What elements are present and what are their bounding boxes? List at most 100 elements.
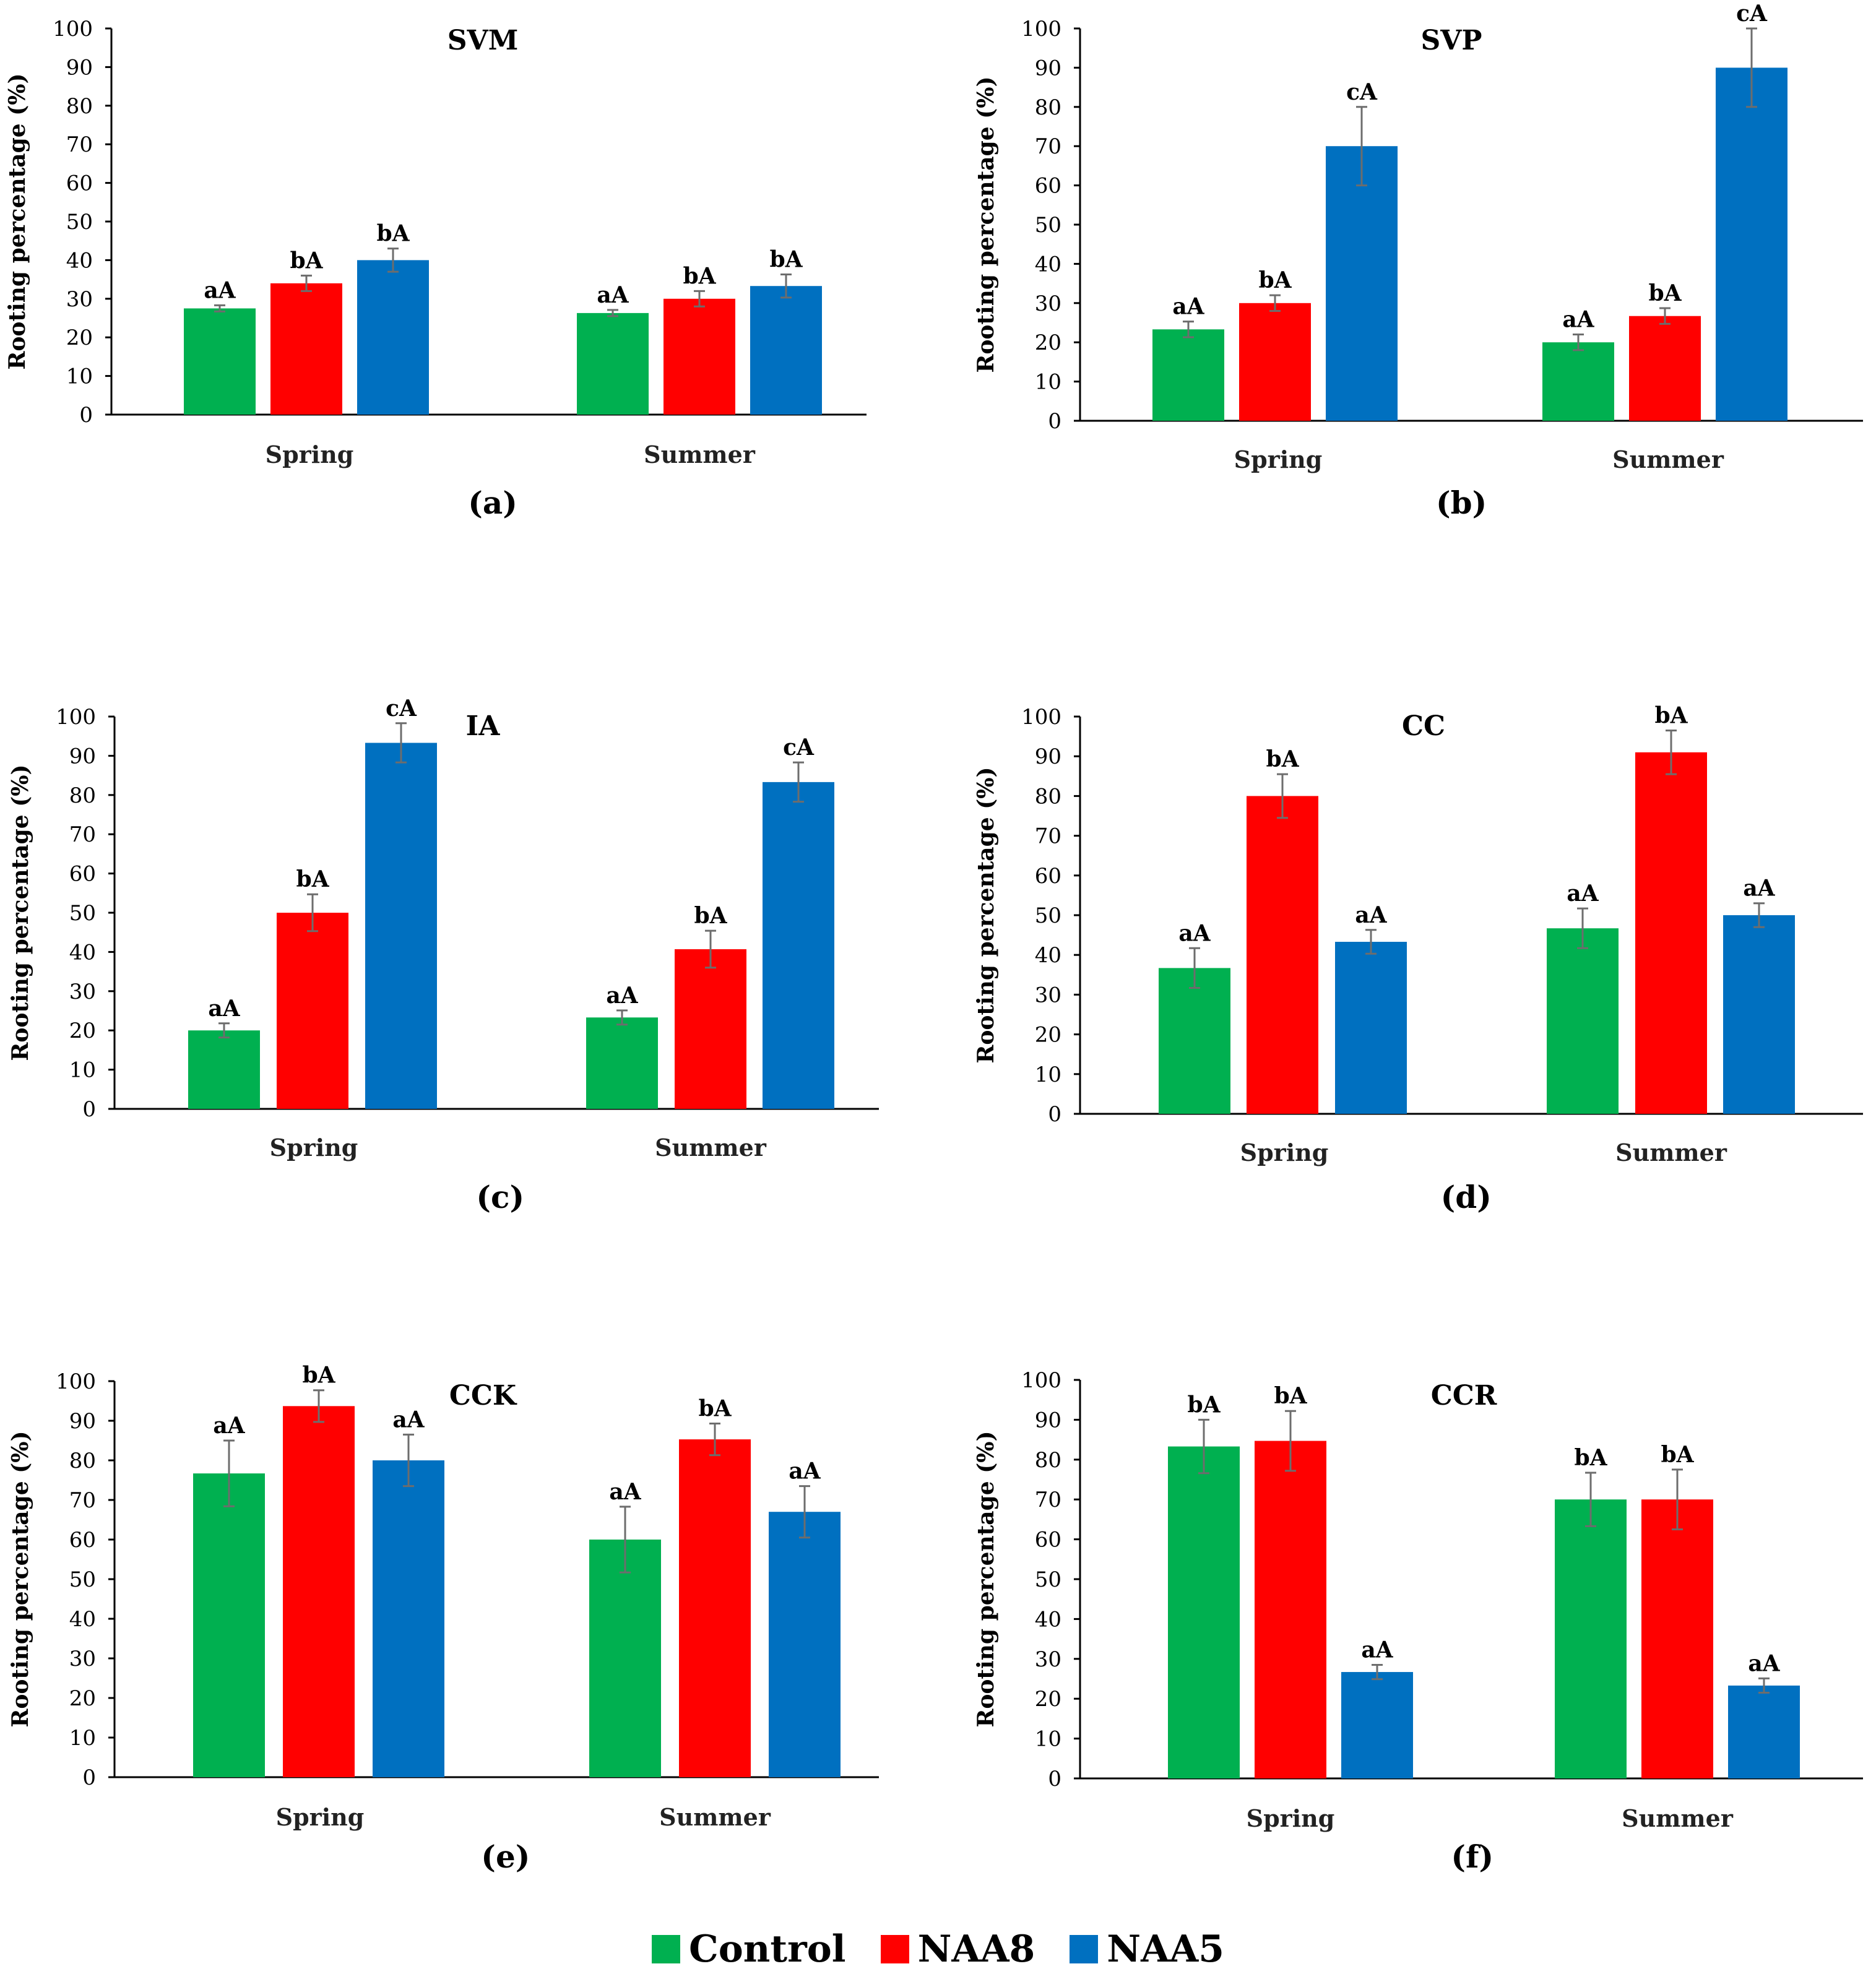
- significance-letter: bA: [1574, 1445, 1607, 1471]
- y-tick-label: 100: [53, 17, 93, 41]
- y-tick-label: 10: [69, 1726, 96, 1751]
- significance-letter: bA: [1648, 280, 1682, 306]
- y-tick-label: 70: [1035, 824, 1061, 849]
- significance-letter: aA: [392, 1407, 425, 1433]
- y-tick-label: 50: [69, 1567, 96, 1592]
- legend-swatch-naa5: [1070, 1935, 1099, 1963]
- y-tick-label: 10: [1035, 1727, 1061, 1752]
- y-tick-label: 30: [66, 287, 93, 312]
- x-tick-label: Spring: [270, 1134, 358, 1161]
- chart-title: CC: [1402, 710, 1445, 742]
- y-axis-title: Rooting percentage (%): [973, 76, 999, 373]
- significance-letter: aA: [1172, 294, 1204, 320]
- y-tick-label: 80: [1035, 95, 1061, 120]
- legend-swatch-naa8: [880, 1935, 909, 1963]
- y-tick-label: 40: [1035, 943, 1061, 968]
- bar-control-spring: [1159, 968, 1230, 1114]
- significance-letter: bA: [296, 866, 329, 892]
- bar-naa8-spring: [277, 913, 348, 1109]
- significance-letter: bA: [376, 221, 410, 247]
- significance-letter: cA: [783, 735, 815, 760]
- bar-naa8-spring: [1255, 1441, 1326, 1778]
- y-tick-label: 80: [69, 783, 96, 808]
- bar-naa5-summer: [1728, 1685, 1800, 1778]
- y-tick-label: 50: [66, 210, 93, 235]
- x-tick-label: Summer: [644, 441, 756, 468]
- significance-letter: aA: [1743, 876, 1775, 902]
- y-axis-title: Rooting percentage (%): [973, 767, 999, 1063]
- significance-letter: bA: [290, 248, 323, 274]
- bar-control-summer: [589, 1540, 661, 1777]
- y-tick-label: 20: [69, 1019, 96, 1043]
- y-tick-label: 80: [1035, 784, 1061, 809]
- chart-title: SVP: [1421, 25, 1482, 56]
- significance-letter: aA: [597, 282, 629, 308]
- y-tick-label: 90: [69, 744, 96, 769]
- y-tick-label: 50: [1035, 213, 1061, 238]
- significance-letter: aA: [1562, 307, 1594, 333]
- y-tick-label: 60: [1035, 174, 1061, 199]
- y-tick-label: 90: [1035, 744, 1061, 769]
- x-tick-label: Summer: [1615, 1139, 1727, 1166]
- y-axis-title: Rooting percentage (%): [7, 764, 33, 1061]
- bar-naa5-summer: [1716, 67, 1787, 421]
- chart-title: IA: [466, 710, 501, 742]
- y-tick-label: 0: [1048, 1767, 1061, 1791]
- y-tick-label: 80: [69, 1449, 96, 1473]
- y-tick-label: 100: [1021, 705, 1061, 730]
- y-tick-label: 90: [69, 1409, 96, 1434]
- bar-naa8-summer: [664, 298, 735, 415]
- bar-control-spring: [188, 1030, 260, 1109]
- significance-letter: bA: [694, 903, 727, 929]
- y-tick-label: 70: [69, 822, 96, 847]
- bar-naa5-summer: [769, 1512, 841, 1777]
- y-tick-label: 90: [1035, 1408, 1061, 1433]
- y-tick-label: 0: [79, 403, 93, 428]
- bar-control-summer: [577, 312, 649, 415]
- bar-naa5-spring: [373, 1460, 444, 1777]
- bar-naa5-spring: [1341, 1672, 1413, 1778]
- y-tick-label: 30: [1035, 291, 1061, 316]
- significance-letter: aA: [1361, 1637, 1393, 1663]
- legend-item-control: Control: [652, 1928, 846, 1971]
- bar-control-spring: [1152, 329, 1224, 421]
- bar-naa5-summer: [750, 286, 822, 415]
- y-tick-label: 0: [1048, 409, 1061, 434]
- y-tick-label: 40: [1035, 1607, 1061, 1632]
- bar-naa8-spring: [1239, 303, 1311, 421]
- y-tick-label: 10: [69, 1058, 96, 1083]
- y-tick-label: 20: [66, 325, 93, 350]
- y-tick-label: 30: [1035, 1647, 1061, 1672]
- legend-label-naa5: NAA5: [1107, 1928, 1224, 1971]
- y-axis-title: Rooting percentage (%): [973, 1431, 999, 1727]
- significance-letter: cA: [1346, 79, 1378, 105]
- bar-naa8-summer: [1641, 1499, 1713, 1778]
- bar-naa5-spring: [1335, 942, 1407, 1114]
- y-tick-label: 60: [66, 171, 93, 196]
- bar-naa8-summer: [675, 949, 746, 1109]
- y-tick-label: 30: [1035, 983, 1061, 1007]
- y-tick-label: 100: [1021, 1368, 1061, 1393]
- bar-naa5-summer: [763, 782, 834, 1109]
- significance-letter: aA: [1567, 881, 1599, 907]
- y-tick-label: 50: [1035, 1567, 1061, 1592]
- y-tick-label: 90: [1035, 56, 1061, 80]
- significance-letter: bA: [1187, 1392, 1221, 1418]
- x-tick-label: Spring: [276, 1803, 365, 1831]
- significance-letter: aA: [606, 983, 638, 1009]
- significance-letter: aA: [213, 1413, 245, 1439]
- y-tick-label: 40: [69, 1607, 96, 1632]
- x-tick-label: Summer: [655, 1134, 767, 1161]
- y-tick-label: 0: [82, 1097, 96, 1122]
- y-tick-label: 80: [66, 94, 93, 119]
- legend-label-control: Control: [689, 1928, 846, 1971]
- bar-naa5-summer: [1723, 915, 1795, 1114]
- panel-label: (a): [468, 485, 517, 521]
- y-tick-label: 40: [1035, 252, 1061, 277]
- bar-naa8-spring: [270, 283, 342, 415]
- significance-letter: cA: [1736, 1, 1768, 27]
- bar-naa5-spring: [1326, 146, 1398, 421]
- significance-letter: bA: [1258, 267, 1292, 293]
- bar-naa8-summer: [679, 1439, 751, 1777]
- y-tick-label: 100: [56, 1369, 96, 1394]
